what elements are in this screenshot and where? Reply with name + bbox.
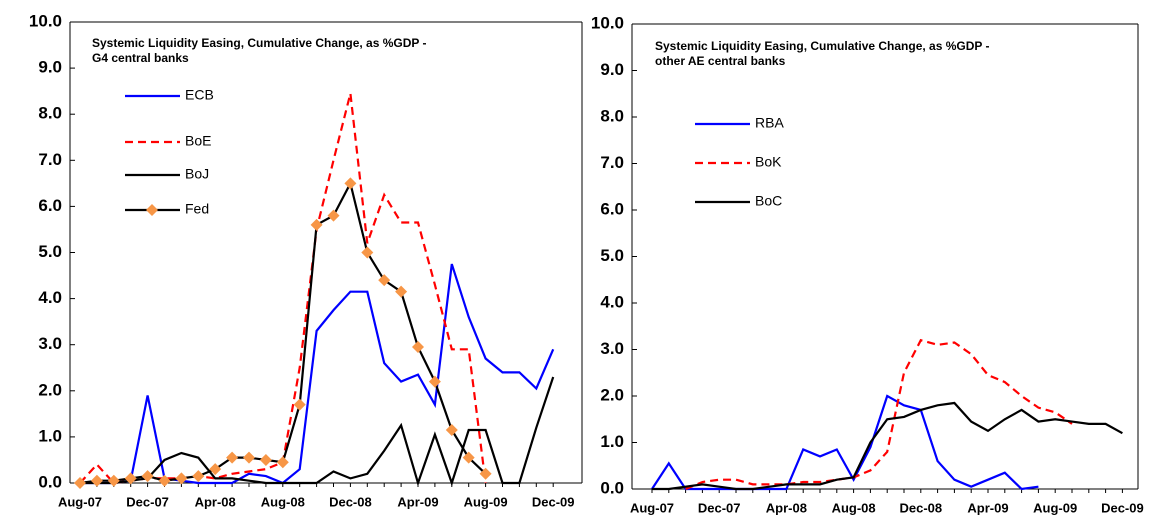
x-tick-label: Dec-09 [1101,500,1144,515]
y-tick-label: 9.0 [38,58,62,77]
y-tick-label: 2.0 [38,380,62,399]
series-marker [243,451,255,464]
series-marker [158,474,171,487]
y-tick-label: 8.0 [600,106,624,125]
y-tick-label: 5.0 [600,246,624,265]
series-marker [378,274,391,287]
y-tick-label: 7.0 [600,153,624,172]
y-tick-label: 3.0 [600,339,624,358]
series-marker [293,398,306,411]
x-tick-label: Apr-08 [766,500,807,515]
y-tick-label: 6.0 [600,199,624,218]
series-marker [310,218,323,231]
x-tick-label: Apr-09 [397,494,438,509]
series-marker [361,246,374,259]
y-tick-label: 1.0 [600,432,624,451]
series-marker [226,451,239,464]
legend-label: BoE [185,133,211,149]
legend-label: RBA [755,115,784,131]
series-marker [428,375,441,388]
x-tick-label: Apr-09 [967,500,1008,515]
y-tick-label: 0.0 [600,478,624,497]
y-tick-label: 8.0 [38,104,62,123]
series-marker [90,474,103,487]
y-tick-label: 3.0 [38,334,62,353]
legend-label: BoK [755,154,782,170]
y-tick-label: 7.0 [38,150,62,169]
series-marker [412,341,424,354]
series-marker [175,472,188,485]
y-tick-label: 2.0 [600,385,624,404]
series-marker [327,209,340,222]
chart-title: other AE central banks [655,54,786,68]
legend-label: BoC [755,193,782,209]
legend-label: ECB [185,87,214,103]
x-tick-label: Dec-08 [329,494,372,509]
y-tick-label: 10.0 [29,11,62,30]
y-tick-label: 6.0 [38,196,62,215]
series-marker [462,451,475,464]
series-line [651,394,1039,491]
x-tick-label: Aug-07 [58,494,102,509]
y-tick-label: 4.0 [600,292,624,311]
y-tick-label: 0.0 [38,472,62,491]
series-line [652,401,1123,491]
series-marker [395,285,408,298]
series-line [80,376,555,487]
series-marker [445,423,458,436]
x-tick-label: Aug-09 [1033,500,1077,515]
x-tick-label: Dec-09 [532,494,575,509]
series-marker [74,477,86,489]
series-line [80,263,555,485]
y-tick-label: 5.0 [38,242,62,261]
series-marker [259,453,272,466]
x-tick-label: Aug-07 [630,500,674,515]
y-tick-label: 4.0 [38,288,62,307]
x-tick-label: Dec-07 [698,500,741,515]
series-marker [107,474,120,487]
x-tick-label: Aug-08 [261,494,305,509]
x-tick-label: Dec-08 [899,500,942,515]
chart-title: Systemic Liquidity Easing, Cumulative Ch… [655,39,990,53]
y-tick-label: 1.0 [38,426,62,445]
legend-label: Fed [185,201,209,217]
chart-title: Systemic Liquidity Easing, Cumulative Ch… [92,36,427,50]
x-tick-label: Aug-09 [464,494,508,509]
legend-label: BoJ [185,166,209,182]
y-tick-label: 10.0 [591,13,624,32]
series-marker [141,470,154,483]
series-line [79,180,487,485]
x-tick-label: Apr-08 [195,494,236,509]
x-tick-label: Aug-08 [832,500,876,515]
y-tick-label: 9.0 [600,60,624,79]
series-marker [479,467,492,480]
x-tick-label: Dec-07 [126,494,169,509]
series-marker [276,456,289,469]
chart-title: G4 central banks [92,51,189,65]
series-marker [192,470,205,483]
series-marker [124,472,137,485]
series-marker [209,463,222,476]
series-line [685,338,1073,491]
legend-marker [146,204,158,216]
series-marker [344,177,357,190]
